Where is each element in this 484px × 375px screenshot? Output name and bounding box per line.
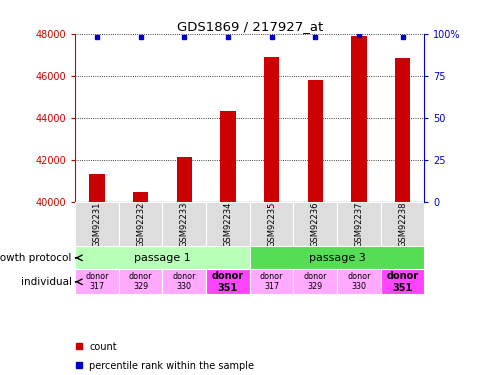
Text: donor
330: donor 330 bbox=[172, 272, 196, 291]
Bar bbox=[336, 269, 380, 294]
Text: GSM92231: GSM92231 bbox=[92, 201, 101, 247]
Text: percentile rank within the sample: percentile rank within the sample bbox=[89, 360, 254, 370]
Bar bbox=[336, 201, 380, 246]
Bar bbox=[206, 269, 249, 294]
Text: GSM92232: GSM92232 bbox=[136, 201, 145, 247]
Bar bbox=[380, 201, 424, 246]
Bar bbox=[89, 174, 105, 201]
Text: individual: individual bbox=[21, 277, 72, 287]
Text: passage 3: passage 3 bbox=[308, 253, 365, 263]
Text: donor
351: donor 351 bbox=[212, 271, 243, 292]
Text: donor
329: donor 329 bbox=[303, 272, 326, 291]
Text: donor
329: donor 329 bbox=[129, 272, 152, 291]
Text: GSM92238: GSM92238 bbox=[397, 201, 406, 247]
Bar bbox=[307, 80, 322, 201]
Bar bbox=[293, 201, 336, 246]
Text: donor
317: donor 317 bbox=[85, 272, 108, 291]
Bar bbox=[75, 246, 249, 269]
Bar bbox=[380, 269, 424, 294]
Bar bbox=[249, 201, 293, 246]
Bar bbox=[206, 201, 249, 246]
Bar bbox=[75, 269, 119, 294]
Text: GSM92233: GSM92233 bbox=[180, 201, 188, 247]
Bar bbox=[119, 269, 162, 294]
Text: donor
351: donor 351 bbox=[386, 271, 418, 292]
Bar bbox=[249, 246, 424, 269]
Text: GSM92236: GSM92236 bbox=[310, 201, 319, 247]
Text: donor
317: donor 317 bbox=[259, 272, 283, 291]
Title: GDS1869 / 217927_at: GDS1869 / 217927_at bbox=[176, 20, 322, 33]
Bar bbox=[293, 269, 336, 294]
Bar bbox=[220, 111, 235, 201]
Text: passage 1: passage 1 bbox=[134, 253, 191, 263]
Text: donor
330: donor 330 bbox=[347, 272, 370, 291]
Text: count: count bbox=[89, 342, 117, 352]
Text: GSM92237: GSM92237 bbox=[354, 201, 363, 247]
Bar bbox=[176, 158, 192, 201]
Bar bbox=[350, 36, 366, 201]
Bar bbox=[119, 201, 162, 246]
Text: GSM92235: GSM92235 bbox=[267, 201, 275, 247]
Bar bbox=[162, 269, 206, 294]
Bar bbox=[75, 201, 119, 246]
Text: growth protocol: growth protocol bbox=[0, 253, 72, 263]
Bar bbox=[162, 201, 206, 246]
Bar bbox=[249, 269, 293, 294]
Bar bbox=[263, 57, 279, 201]
Bar bbox=[133, 192, 148, 201]
Bar bbox=[394, 58, 409, 201]
Text: GSM92234: GSM92234 bbox=[223, 201, 232, 247]
